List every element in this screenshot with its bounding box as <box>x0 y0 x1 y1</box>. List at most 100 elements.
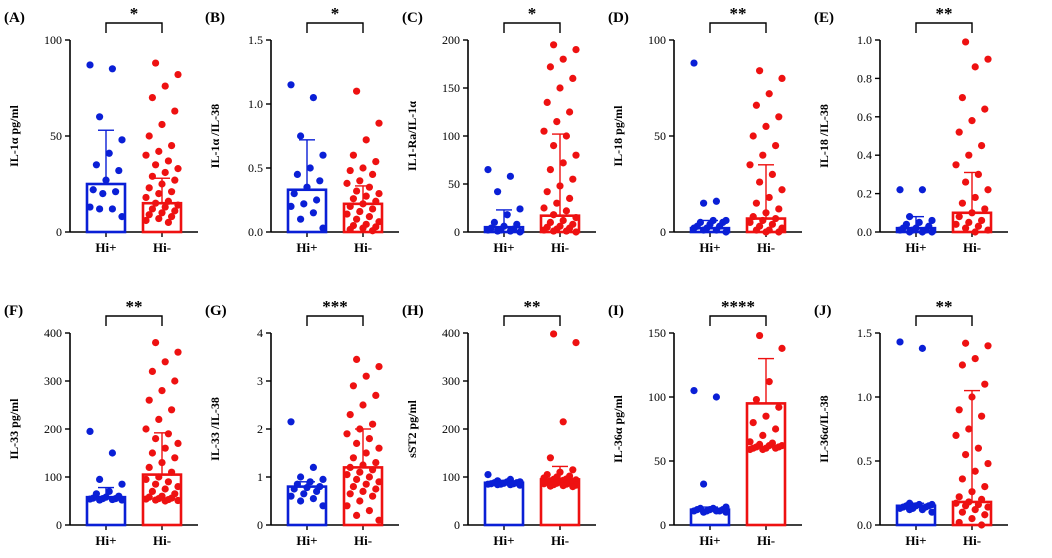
data-point <box>562 132 571 140</box>
data-point <box>115 166 123 175</box>
data-point <box>353 355 361 363</box>
y-tick-label: 300 <box>442 374 460 388</box>
data-point <box>981 105 989 113</box>
data-point <box>958 508 967 516</box>
data-point <box>365 213 373 221</box>
y-axis-label: sST2 pg/ml <box>405 399 419 457</box>
data-point <box>896 226 904 234</box>
y-tick-label: 150 <box>648 326 666 340</box>
data-point <box>559 418 567 426</box>
significance-bracket <box>709 22 767 33</box>
data-point <box>700 199 708 207</box>
bar-Hi+ <box>483 481 525 527</box>
data-point <box>309 209 317 217</box>
significance-bracket <box>915 315 973 326</box>
data-point <box>896 504 904 512</box>
data-point <box>152 59 160 67</box>
data-point <box>168 213 176 221</box>
data-point <box>540 127 548 135</box>
data-point <box>309 94 317 102</box>
data-point <box>142 193 150 202</box>
data-point <box>746 438 754 446</box>
y-tick-label: 100 <box>442 470 460 484</box>
data-point <box>712 197 721 205</box>
y-tick-label: 0 <box>56 225 62 239</box>
data-point <box>174 483 182 491</box>
data-point <box>375 218 383 226</box>
data-point <box>158 387 166 395</box>
data-point <box>494 227 502 235</box>
y-axis-label: IL-36α pg/ml <box>611 394 625 462</box>
data-point <box>762 122 770 130</box>
data-point <box>142 475 150 483</box>
data-point <box>96 496 104 504</box>
data-point <box>984 459 992 468</box>
data-point <box>484 471 492 479</box>
data-point <box>155 415 163 423</box>
data-point <box>762 412 770 420</box>
y-axis-label: IL-36α/IL-38 <box>817 395 831 462</box>
data-point <box>375 444 383 452</box>
data-point <box>105 487 113 495</box>
data-point <box>700 226 708 234</box>
data-point <box>569 466 577 474</box>
data-point <box>958 94 967 102</box>
data-point <box>981 205 989 213</box>
data-point <box>353 215 361 223</box>
y-tick-label: 0.6 <box>857 110 872 124</box>
data-point <box>928 228 936 236</box>
y-tick-label: 0 <box>454 518 460 532</box>
data-point <box>372 459 380 467</box>
data-point <box>772 425 780 433</box>
y-axis-label: IL-33 /IL-38 <box>208 397 222 461</box>
data-point <box>690 224 698 232</box>
data-point <box>359 461 367 469</box>
data-point <box>559 159 567 167</box>
data-point <box>712 393 721 401</box>
data-point <box>906 213 914 221</box>
panel-label: (C) <box>402 10 423 26</box>
data-point <box>152 339 160 347</box>
data-point <box>981 511 989 519</box>
data-point <box>572 151 580 159</box>
x-tick-label: Hi+ <box>699 533 720 548</box>
data-point <box>984 226 992 234</box>
data-point <box>112 188 120 196</box>
data-point <box>690 387 698 395</box>
data-point <box>506 481 514 489</box>
data-point <box>559 55 567 63</box>
panel-label: (H) <box>402 303 424 319</box>
data-point <box>772 214 780 223</box>
data-point <box>775 205 783 213</box>
data-point <box>559 216 567 225</box>
data-point <box>155 473 163 481</box>
y-tick-label: 100 <box>648 390 666 404</box>
significance-stars: ** <box>524 297 541 316</box>
data-point <box>155 214 163 223</box>
data-point <box>928 508 936 516</box>
data-point <box>356 207 364 216</box>
data-point <box>161 444 169 452</box>
data-point <box>978 412 986 420</box>
data-point <box>968 209 976 217</box>
data-point <box>171 454 179 462</box>
data-point <box>778 344 786 352</box>
data-point <box>174 439 182 447</box>
significance-stars: **** <box>721 297 755 316</box>
data-point <box>540 204 548 212</box>
data-point <box>99 190 107 198</box>
data-point <box>108 65 116 73</box>
data-point <box>375 516 383 524</box>
y-tick-label: 0 <box>660 225 666 239</box>
data-point <box>161 497 169 505</box>
y-tick-label: 300 <box>44 374 62 388</box>
data-point <box>971 193 979 202</box>
significance-stars: ** <box>936 297 953 316</box>
y-tick-label: 100 <box>44 33 62 47</box>
data-point <box>962 339 970 347</box>
data-point <box>343 471 351 479</box>
significance-stars: * <box>528 4 537 23</box>
data-point <box>550 330 558 338</box>
data-point <box>746 445 754 454</box>
data-point <box>569 175 577 183</box>
